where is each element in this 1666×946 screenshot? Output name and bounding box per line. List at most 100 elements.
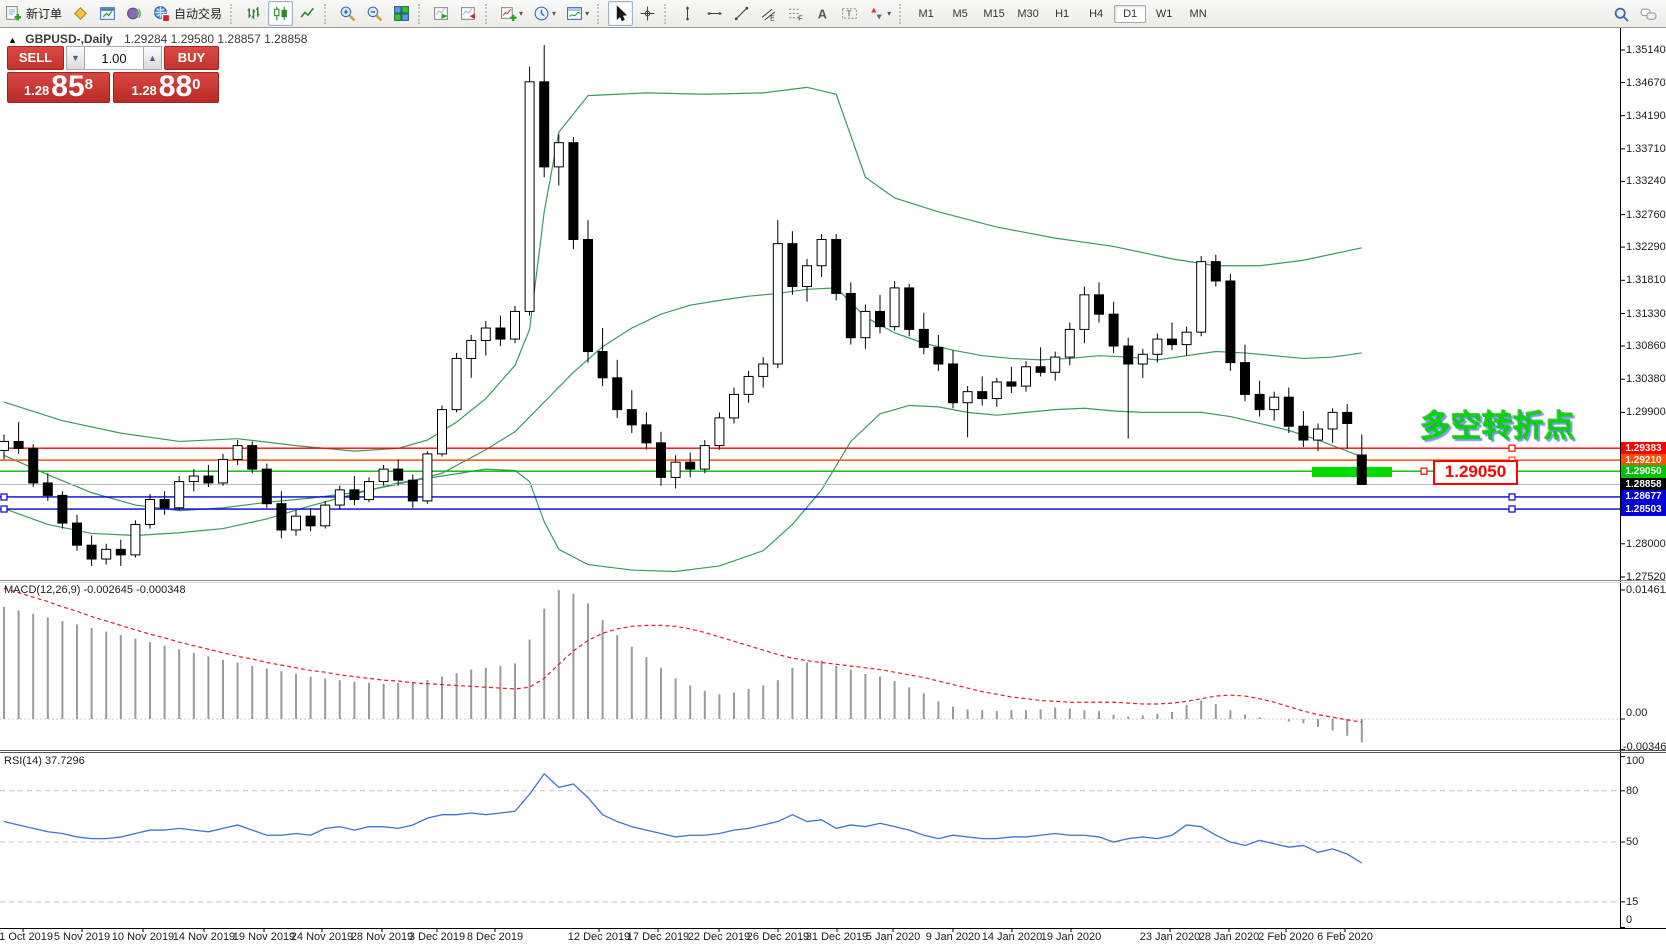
timeframe-w1-button[interactable]: W1 bbox=[1155, 7, 1173, 20]
line-handle[interactable] bbox=[1420, 467, 1428, 475]
timeframe-h4-button[interactable]: H4 bbox=[1089, 7, 1104, 20]
candle-down bbox=[203, 475, 214, 484]
indicators-button[interactable]: ▾ bbox=[496, 1, 527, 26]
candle-down bbox=[349, 489, 360, 501]
volume-down-button[interactable]: ▼ bbox=[66, 46, 85, 70]
zoom-out-button[interactable] bbox=[362, 1, 387, 26]
candle-up bbox=[772, 243, 783, 365]
toolbar-separator bbox=[485, 3, 492, 24]
candle-down bbox=[1225, 280, 1236, 364]
vertical-line-button[interactable] bbox=[675, 1, 700, 26]
candle-up bbox=[743, 375, 754, 395]
line-handle[interactable] bbox=[1508, 505, 1516, 513]
macd-axis-max-label: 0.014611 bbox=[1626, 583, 1666, 596]
chart-title: ▲ GBPUSD-,Daily 1.29284 1.29580 1.28857 … bbox=[8, 32, 307, 46]
date-label: 24 Nov 2019 bbox=[290, 931, 354, 943]
buy-button[interactable]: BUY bbox=[164, 46, 219, 70]
support-highlight-bar bbox=[1312, 467, 1392, 477]
candle-up bbox=[1079, 294, 1090, 330]
timeframe-m30-button[interactable]: M30 bbox=[1017, 7, 1039, 20]
hline-icon bbox=[707, 12, 722, 15]
periods-button[interactable]: ▾ bbox=[529, 1, 560, 26]
timeframe-mn-button[interactable]: MN bbox=[1189, 7, 1207, 20]
sell-button[interactable]: SELL bbox=[7, 46, 64, 70]
chart-shift-button[interactable] bbox=[456, 1, 481, 26]
candle-down bbox=[247, 445, 258, 470]
buy-price[interactable]: 1.28 88 0 bbox=[113, 72, 219, 103]
search-button[interactable] bbox=[1609, 2, 1634, 27]
timeframe-m5-button[interactable]: M5 bbox=[952, 7, 968, 20]
text-label-button[interactable]: T bbox=[837, 1, 862, 26]
candle-up bbox=[553, 142, 564, 168]
autotrading-button-label: 自动交易 bbox=[174, 7, 223, 21]
candle-down bbox=[641, 424, 652, 444]
sell-price[interactable]: 1.28 85 8 bbox=[7, 72, 110, 103]
indicators-icon bbox=[501, 7, 517, 21]
bar-chart-icon bbox=[247, 7, 260, 19]
oneclick-collapse-icon[interactable]: ▲ bbox=[8, 35, 17, 45]
candle-down bbox=[904, 287, 915, 330]
level-price-box[interactable]: 1.29050 bbox=[1433, 460, 1518, 485]
line-handle[interactable] bbox=[0, 505, 8, 513]
line-chart-button[interactable] bbox=[295, 1, 320, 26]
tile-windows-button[interactable] bbox=[389, 1, 414, 26]
price-axis-label: 1.27520 bbox=[1626, 571, 1666, 583]
candlestick-icon bbox=[274, 6, 287, 21]
candle-down bbox=[13, 440, 24, 449]
arrows-button[interactable]: ▾ bbox=[864, 1, 895, 26]
data-window-button[interactable] bbox=[95, 1, 120, 26]
candle-down bbox=[393, 468, 404, 481]
horizontal-line-button[interactable] bbox=[702, 1, 727, 26]
cursor-button[interactable] bbox=[608, 1, 634, 26]
candlestick-button[interactable] bbox=[268, 1, 294, 26]
line-handle[interactable] bbox=[1508, 493, 1516, 501]
candle-up bbox=[1269, 396, 1280, 411]
candle-down bbox=[1035, 366, 1046, 373]
volume-input[interactable] bbox=[85, 46, 143, 70]
price-axis-label: 1.32290 bbox=[1626, 241, 1666, 254]
timeframe-h1-button[interactable]: H1 bbox=[1055, 7, 1070, 20]
auto-scroll-icon bbox=[434, 7, 448, 20]
turning-point-annotation[interactable]: 多空转折点 bbox=[1420, 409, 1575, 444]
candle-down bbox=[42, 482, 53, 496]
candle-down bbox=[1283, 396, 1294, 427]
trendline-button[interactable] bbox=[729, 1, 754, 26]
buy-price-small: 1.28 bbox=[131, 83, 157, 98]
price-axis-label: 1.32760 bbox=[1626, 208, 1666, 221]
fibonacci-button[interactable]: F bbox=[783, 1, 808, 26]
chat-button[interactable] bbox=[1636, 2, 1661, 27]
line-handle[interactable] bbox=[0, 493, 8, 501]
bollinger-middle-band bbox=[3, 287, 1362, 512]
metaeditor-button[interactable] bbox=[68, 1, 93, 26]
sound-button[interactable] bbox=[122, 1, 147, 26]
timeframe-m1-button[interactable]: M1 bbox=[918, 7, 934, 20]
sound-icon bbox=[127, 7, 141, 20]
crosshair-button[interactable] bbox=[635, 1, 660, 26]
price-axis-label: 1.34190 bbox=[1626, 109, 1666, 122]
zoom-in-button[interactable] bbox=[335, 1, 360, 26]
rsi-pane bbox=[0, 772, 1620, 903]
timeframe-d1-button[interactable]: D1 bbox=[1114, 4, 1147, 23]
price-axis-label: 1.35140 bbox=[1626, 44, 1666, 56]
price-tag-1.29210: 1.29210 bbox=[1621, 453, 1666, 467]
candle-down bbox=[159, 499, 170, 509]
date-label: 28 Nov 2019 bbox=[350, 931, 414, 943]
candle-down bbox=[583, 238, 593, 353]
templates-button[interactable]: ▾ bbox=[562, 1, 593, 26]
equidistant-channel-button[interactable]: E bbox=[756, 1, 781, 26]
auto-scroll-button[interactable] bbox=[429, 1, 454, 26]
candle-up bbox=[422, 453, 433, 502]
new-order-button[interactable]: 新订单 bbox=[1, 1, 66, 26]
volume-up-button[interactable]: ▲ bbox=[143, 46, 162, 70]
autotrading-button[interactable]: 自动交易 bbox=[149, 1, 226, 26]
bar-chart-button[interactable] bbox=[241, 1, 266, 26]
candle-down bbox=[875, 310, 885, 328]
date-label: 19 Jan 2020 bbox=[1040, 931, 1102, 943]
candle-up bbox=[145, 499, 155, 525]
line-handle[interactable] bbox=[1508, 444, 1516, 452]
text-button[interactable]: A bbox=[810, 1, 835, 26]
candle-up bbox=[480, 327, 491, 341]
timeframe-m15-button[interactable]: M15 bbox=[983, 7, 1005, 20]
price-tag-1.28503: 1.28503 bbox=[1621, 502, 1666, 516]
